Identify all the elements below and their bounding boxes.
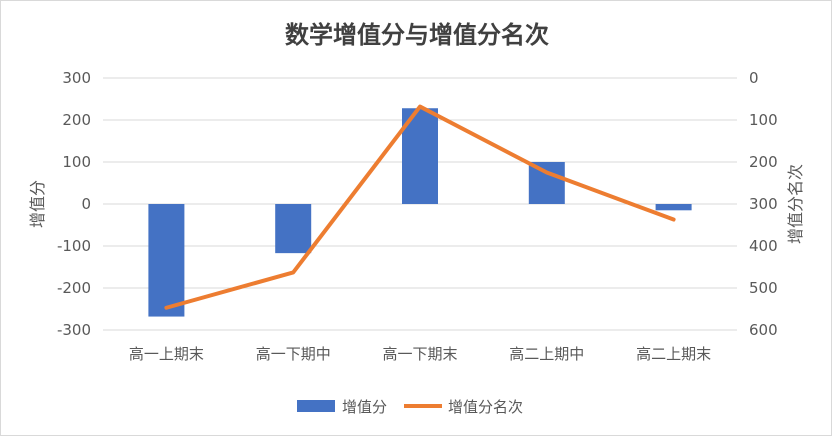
right-tick-label: 0 bbox=[749, 69, 759, 87]
bar bbox=[275, 204, 311, 253]
left-axis-title: 增值分 bbox=[28, 180, 47, 228]
right-tick-label: 100 bbox=[749, 111, 778, 129]
category-labels: 高一上期末 高一下期中 高一下期末 高二上期中 高二上期末 bbox=[129, 345, 711, 363]
right-axis-ticks: 0 100 200 300 400 500 600 bbox=[749, 69, 778, 339]
right-tick-label: 500 bbox=[749, 279, 778, 297]
left-tick-label: -200 bbox=[57, 279, 91, 297]
left-tick-label: 200 bbox=[62, 111, 91, 129]
legend-label-line: 增值分名次 bbox=[448, 398, 523, 416]
left-tick-label: 300 bbox=[62, 69, 91, 87]
right-axis-title: 增值分名次 bbox=[786, 164, 805, 244]
left-tick-label: 100 bbox=[62, 153, 91, 171]
bar-series bbox=[148, 108, 691, 316]
legend-label-bar: 增值分 bbox=[342, 398, 387, 416]
category-label: 高二上期末 bbox=[636, 345, 711, 363]
category-label: 高一下期中 bbox=[256, 345, 331, 363]
left-tick-label: 0 bbox=[81, 195, 91, 213]
right-tick-label: 400 bbox=[749, 237, 778, 255]
left-tick-label: -300 bbox=[57, 321, 91, 339]
right-tick-label: 300 bbox=[749, 195, 778, 213]
bar bbox=[148, 204, 184, 317]
category-label: 高一上期末 bbox=[129, 345, 204, 363]
legend: 增值分 增值分名次 bbox=[297, 398, 523, 416]
legend-swatch-bar bbox=[297, 400, 335, 412]
bar bbox=[529, 162, 565, 204]
bar bbox=[656, 204, 692, 210]
chart-title: 数学增值分与增值分名次 bbox=[285, 21, 549, 49]
left-tick-label: -100 bbox=[57, 237, 91, 255]
category-label: 高二上期中 bbox=[509, 345, 584, 363]
right-tick-label: 600 bbox=[749, 321, 778, 339]
category-label: 高一下期末 bbox=[382, 345, 457, 363]
left-axis-ticks: 300 200 100 0 -100 -200 -300 bbox=[57, 69, 91, 339]
right-tick-label: 200 bbox=[749, 153, 778, 171]
